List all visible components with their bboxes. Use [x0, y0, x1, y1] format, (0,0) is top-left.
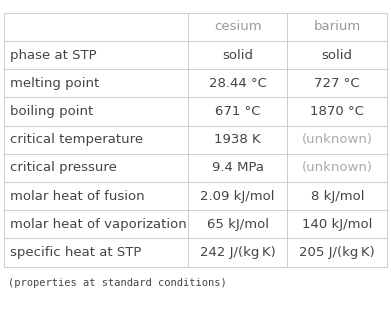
Text: boiling point: boiling point	[10, 105, 93, 118]
Text: 9.4 MPa: 9.4 MPa	[212, 162, 264, 175]
Text: 28.44 °C: 28.44 °C	[209, 77, 267, 90]
Text: cesium: cesium	[214, 21, 262, 33]
Text: molar heat of fusion: molar heat of fusion	[10, 190, 144, 203]
Text: solid: solid	[322, 49, 353, 62]
Text: 8 kJ/mol: 8 kJ/mol	[310, 190, 364, 203]
Text: specific heat at STP: specific heat at STP	[10, 246, 141, 259]
Text: melting point: melting point	[10, 77, 99, 90]
Text: (unknown): (unknown)	[302, 133, 373, 146]
Text: (properties at standard conditions): (properties at standard conditions)	[8, 278, 226, 288]
Text: 205 J/(kg K): 205 J/(kg K)	[300, 246, 375, 259]
Text: barium: barium	[314, 21, 361, 33]
Text: 2.09 kJ/mol: 2.09 kJ/mol	[201, 190, 275, 203]
Text: 1938 K: 1938 K	[214, 133, 261, 146]
Text: 1870 °C: 1870 °C	[310, 105, 364, 118]
Text: critical temperature: critical temperature	[10, 133, 143, 146]
Text: molar heat of vaporization: molar heat of vaporization	[10, 218, 187, 231]
Text: phase at STP: phase at STP	[10, 49, 96, 62]
Text: solid: solid	[222, 49, 253, 62]
Text: 242 J/(kg K): 242 J/(kg K)	[200, 246, 276, 259]
Text: (unknown): (unknown)	[302, 162, 373, 175]
Text: 140 kJ/mol: 140 kJ/mol	[302, 218, 373, 231]
Text: 671 °C: 671 °C	[215, 105, 260, 118]
Text: critical pressure: critical pressure	[10, 162, 117, 175]
Text: 727 °C: 727 °C	[314, 77, 360, 90]
Text: 65 kJ/mol: 65 kJ/mol	[207, 218, 269, 231]
